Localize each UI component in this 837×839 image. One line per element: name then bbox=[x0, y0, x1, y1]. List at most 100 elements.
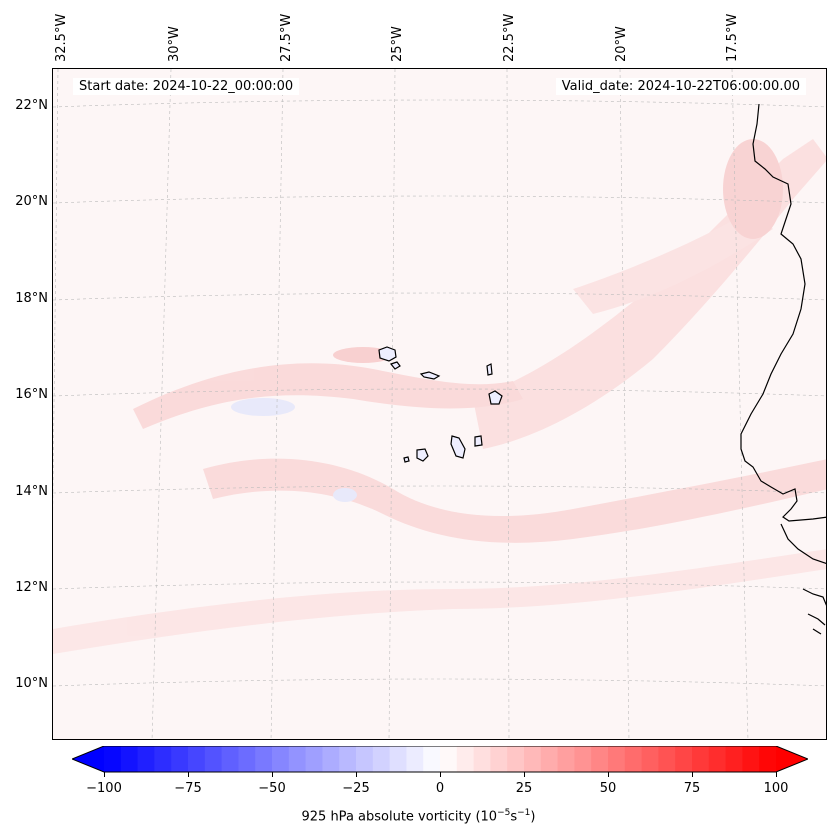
coastline-south bbox=[780, 523, 826, 635]
colorbar-segment bbox=[742, 746, 760, 772]
meridian-line bbox=[506, 69, 510, 739]
colorbar-segment bbox=[658, 746, 676, 772]
vorticity-field bbox=[53, 139, 826, 654]
longitude-label: 20°W bbox=[614, 26, 629, 62]
colorbar-tick bbox=[188, 772, 189, 777]
colorbar-tick-label: 75 bbox=[683, 781, 701, 796]
colorbar-tick bbox=[608, 772, 609, 777]
colorbar-segment bbox=[507, 746, 525, 772]
island-santiago bbox=[450, 435, 466, 459]
meridian-line bbox=[151, 69, 172, 739]
parallel-line bbox=[53, 485, 826, 494]
africa-coastline bbox=[740, 103, 826, 522]
colorbar-tick bbox=[692, 772, 693, 777]
island-fogo bbox=[416, 448, 429, 462]
colorbar-segment bbox=[456, 746, 475, 772]
colorbar-segment bbox=[305, 746, 323, 772]
colorbar-segment bbox=[188, 746, 206, 772]
map-canvas bbox=[53, 69, 826, 739]
island-santo-antao bbox=[378, 346, 397, 362]
meridian-line bbox=[53, 69, 59, 515]
colorbar-segment bbox=[692, 746, 710, 772]
colorbar-segment bbox=[356, 746, 374, 772]
vorticity-max-coast bbox=[723, 139, 783, 239]
colorbar-segment bbox=[624, 746, 643, 772]
meridian-line bbox=[388, 69, 396, 739]
latitude-label: 18°N bbox=[15, 291, 48, 306]
colorbar-segment bbox=[154, 746, 172, 772]
vorticity-band-south bbox=[203, 458, 826, 543]
vorticity-min-west bbox=[231, 398, 295, 416]
colorbar-segment bbox=[490, 746, 508, 772]
longitude-label: 27.5°W bbox=[279, 13, 294, 62]
colorbar-segment bbox=[288, 746, 307, 772]
latitude-label: 16°N bbox=[15, 387, 48, 402]
colorbar-segment bbox=[171, 746, 189, 772]
colorbar-segment bbox=[591, 746, 609, 772]
colorbar-segment bbox=[322, 746, 340, 772]
colorbar-segment bbox=[423, 746, 441, 772]
colorbar-segment bbox=[608, 746, 626, 772]
vorticity-max-islands bbox=[333, 347, 393, 363]
colorbar-segment bbox=[255, 746, 273, 772]
longitude-label: 17.5°W bbox=[725, 13, 740, 62]
meridian-line bbox=[619, 69, 630, 739]
parallel-line bbox=[53, 388, 826, 397]
island-brava bbox=[403, 456, 410, 463]
colorbar-tick bbox=[440, 772, 441, 777]
colorbar-label: 925 hPa absolute vorticity (10−5s−1) bbox=[0, 808, 837, 824]
colorbar-segment bbox=[574, 746, 592, 772]
island-maio bbox=[474, 435, 483, 447]
parallel-line bbox=[53, 195, 826, 204]
colorbar-tick-label: −50 bbox=[258, 781, 286, 796]
latitude-label: 10°N bbox=[15, 676, 48, 691]
colorbar-segment bbox=[473, 746, 491, 772]
colorbar-segment bbox=[708, 746, 727, 772]
longitude-label: 30°W bbox=[167, 26, 182, 62]
colorbar-label-end: ) bbox=[530, 809, 536, 825]
map-frame: Start date: 2024-10-22_00:00:00 Valid_da… bbox=[52, 68, 827, 740]
colorbar-segment bbox=[238, 746, 256, 772]
colorbar-tick-label: 50 bbox=[599, 781, 617, 796]
colorbar-segment bbox=[389, 746, 407, 772]
colorbar bbox=[72, 746, 808, 773]
vorticity-band-far-south bbox=[53, 549, 826, 654]
longitude-label: 25°W bbox=[390, 26, 405, 62]
valid-date-label: Valid_date: 2024-10-22T06:00:00.00 bbox=[555, 78, 806, 95]
longitude-label: 32.5°W bbox=[54, 13, 69, 62]
colorbar-tick bbox=[272, 772, 273, 777]
colorbar-segment bbox=[120, 746, 139, 772]
parallel-line bbox=[53, 581, 826, 590]
latitude-label: 20°N bbox=[15, 194, 48, 209]
colorbar-segment bbox=[221, 746, 239, 772]
parallel-line bbox=[53, 99, 826, 108]
graticule bbox=[53, 69, 826, 739]
latitude-label: 12°N bbox=[15, 580, 48, 595]
colorbar-tick-label: −25 bbox=[342, 781, 370, 796]
colorbar-tick-label: 25 bbox=[515, 781, 533, 796]
colorbar-label-exp2: −1 bbox=[517, 808, 531, 818]
start-date-label: Start date: 2024-10-22_00:00:00 bbox=[73, 78, 300, 95]
colorbar-label-exp1: −5 bbox=[497, 808, 511, 818]
island-sao-nicolau bbox=[419, 371, 441, 380]
colorbar-segment bbox=[759, 746, 777, 772]
colorbar-min-arrow bbox=[72, 746, 104, 772]
colorbar-segment bbox=[339, 746, 357, 772]
colorbar-segment bbox=[675, 746, 693, 772]
colorbar-segment bbox=[272, 746, 290, 772]
colorbar-tick-label: −100 bbox=[86, 781, 122, 796]
meridian-line bbox=[270, 69, 284, 739]
island-boa-vista bbox=[488, 390, 503, 405]
colorbar-segment bbox=[641, 746, 659, 772]
colorbar-segment bbox=[557, 746, 575, 772]
colorbar-segment bbox=[725, 746, 743, 772]
island-sao-vicente bbox=[389, 361, 401, 370]
latitude-label: 14°N bbox=[15, 484, 48, 499]
cape-verde-islands bbox=[378, 346, 503, 463]
longitude-label: 22.5°W bbox=[502, 13, 517, 62]
colorbar-segment bbox=[540, 746, 559, 772]
colorbar-segment bbox=[524, 746, 542, 772]
latitude-label: 22°N bbox=[15, 98, 48, 113]
colorbar-segment bbox=[406, 746, 424, 772]
vorticity-band-center bbox=[133, 363, 523, 429]
